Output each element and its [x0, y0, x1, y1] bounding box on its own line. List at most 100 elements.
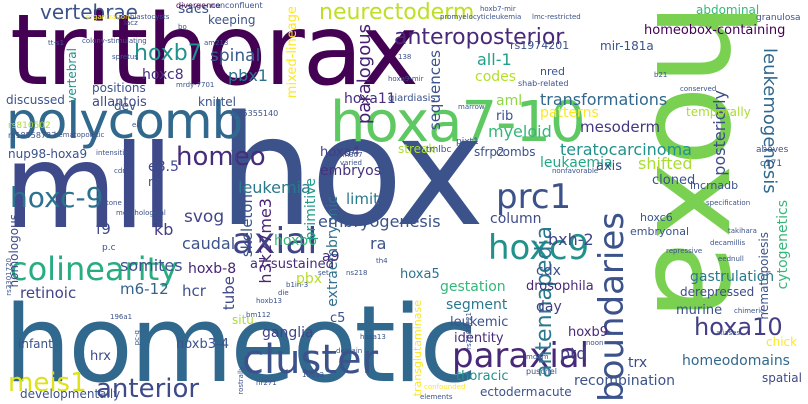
word-positions: positions [92, 81, 146, 95]
word-intensities: intensities [96, 149, 133, 157]
word-transglutaminase: transglutaminase [411, 300, 424, 397]
word-paralogous: paralogous [354, 24, 375, 125]
word-all-1: all-1 [477, 50, 512, 69]
word-knittel: knittel [198, 95, 237, 109]
word-retinoic: retinoic [20, 284, 77, 302]
word-homeo: homeo [176, 142, 266, 172]
word-ptd: ptd [560, 344, 587, 363]
word-posteriorly: posteriorly [710, 90, 729, 176]
word-nm307: nm307 [338, 151, 363, 159]
word-b1in-3: b1in-3 [286, 281, 309, 289]
word-mixed-lineage: mixed-lineage [285, 6, 300, 99]
word-takihara: takihara [728, 227, 757, 235]
word-hoxa: hoxa [625, 2, 779, 322]
word-nonfavorable: nonfavorable [552, 167, 599, 175]
word-ea: ea [132, 121, 141, 129]
word-e8.5: e8.5 [148, 159, 179, 175]
word-hoxb3-4: hoxb3-4 [176, 337, 229, 352]
word-shifted: shifted [638, 154, 693, 173]
word-m6-12: m6-12 [120, 280, 169, 298]
word-hoxa9-mir: hoxa9-mir [388, 75, 424, 83]
word-limit: limit [346, 190, 379, 208]
word-rs2301720: rs2301720 [5, 258, 13, 296]
word-granulosa: granulosa [756, 13, 801, 23]
word-puschel: puschel [526, 367, 557, 376]
word-hoxb6: hoxb6 [274, 233, 318, 249]
word-hcr: hcr [182, 282, 206, 300]
word-codes: codes [475, 69, 517, 85]
word-mll: mll [4, 120, 173, 255]
word-cluster: cluster [242, 337, 379, 383]
word-identity: identity [454, 331, 504, 346]
word-mdgm: mdgm [526, 353, 549, 361]
word-primitive: primitive [303, 178, 319, 241]
word-rs18558733: rs18558733 [8, 131, 57, 140]
word-hoxa4: hoxa4 [320, 145, 360, 160]
word-noon: noon [586, 339, 604, 347]
word-segment: segment [446, 297, 508, 313]
word-repressive: repressive [666, 247, 703, 255]
word-bxh-2: bxh-2 [548, 230, 594, 249]
word-derepressed: derepressed [680, 285, 755, 299]
word-196a2: 196a2 [302, 371, 325, 379]
word-pixt1: pixt1 [456, 137, 479, 147]
word-eednull: eednull [718, 255, 744, 263]
word-die: die [278, 289, 289, 297]
word-hoxa5: hoxa5 [400, 267, 440, 282]
word-rs2301721: rs2301721 [465, 312, 473, 350]
word-nonconfluent: nonconfluent [210, 1, 263, 10]
word-acute: acute [538, 385, 572, 399]
word-hoxc8: hoxc8 [142, 67, 184, 83]
word-rostrally: rostrally [237, 366, 245, 395]
word-chimeric: chimeric [734, 307, 765, 315]
word-transformations: transformations [540, 90, 668, 109]
word-blastocysts: blastocysts [130, 13, 170, 21]
word-lncrnadb: lncrnadb [690, 179, 739, 192]
word-paraxial: paraxial [452, 336, 590, 376]
word-colinearity: colinearity [10, 250, 179, 288]
word-a9: a9 [322, 249, 340, 265]
word-hoxb-8: hoxb-8 [188, 261, 237, 277]
word-confounded: confounded [424, 383, 466, 391]
word-vertebral: vertebral [65, 48, 79, 103]
word-bo: bo [178, 23, 187, 31]
word-somites: somites [120, 256, 183, 275]
word-trithorax: trithorax [10, 0, 419, 108]
word-c171: c171 [760, 159, 783, 169]
word-neurectoderm: neurectoderm [319, 0, 475, 25]
word-cloned: cloned [652, 173, 696, 188]
word-trx: trx [628, 355, 648, 371]
word-skeleton: skeleton [238, 194, 256, 258]
word-divergence: divergence [176, 1, 221, 10]
word-giardiasis: giardiasis [388, 93, 436, 104]
word-th4: th4 [376, 257, 388, 265]
word-thoracic: thoracic [456, 369, 509, 384]
word-hoxa11: hoxa11 [344, 91, 396, 107]
word-promyelocyticleukemia: promyelocyticleukemia [440, 13, 522, 21]
word-combs: combs [496, 145, 536, 159]
word-lmc-restricted: lmc-restricted [532, 13, 581, 21]
word-mir-181a: mir-181a [600, 39, 654, 53]
word-f9: f9 [96, 220, 111, 238]
word-tt-s1: tt-s1 [48, 39, 65, 47]
word-nred: nred [540, 65, 566, 78]
word-situ: situ [232, 313, 254, 327]
word-homeodomains: homeodomains [682, 353, 790, 369]
word-gastrulation: gastrulation [690, 269, 775, 285]
word-polycomb: polycomb [6, 92, 243, 150]
word-spretus: spretus [112, 53, 138, 61]
word-hoxb9: hoxb9 [568, 325, 609, 340]
word-spinal: spinal [210, 46, 261, 66]
word-morphological: morphological [116, 209, 166, 217]
word-allantois: allantois [92, 95, 147, 110]
word-day: day [536, 299, 562, 315]
word-streak: streak [398, 142, 436, 156]
word-p.c: p.c [102, 243, 116, 253]
word-tube: tube [220, 276, 238, 311]
word-mrdy-7701: mrdy-7701 [176, 81, 215, 89]
word-recombination: recombination [574, 373, 676, 389]
word-swi-snf: swi/snf [231, 150, 239, 175]
word-shab-related: shab-related [518, 79, 569, 88]
word-cdx: cdx [536, 263, 561, 279]
word-sequences: sequences [426, 50, 444, 131]
